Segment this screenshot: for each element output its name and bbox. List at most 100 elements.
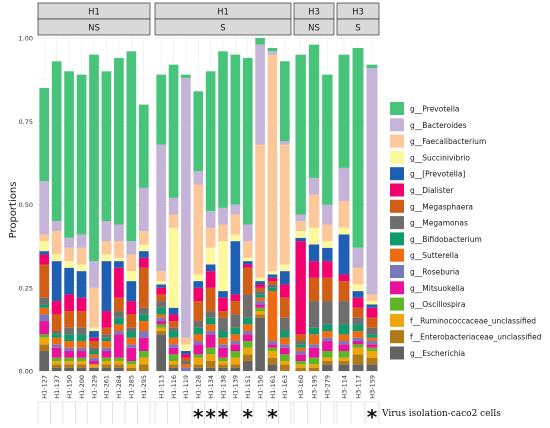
- bar-segment-h1-127-g-megasphaera: [39, 264, 50, 298]
- legend-swatch-f-ruminococcaceae-unclassified: [390, 313, 404, 327]
- bar-segment-h1-150-g-sutterella: [64, 341, 74, 348]
- bar-segment-h1-116-g-bifidobacterium: [168, 331, 179, 338]
- bar-segment-h1-138-g-succinivibrio: [218, 241, 228, 292]
- bar-segment-h1-161-g-megamonas: [267, 284, 278, 288]
- bar-segment-h1-138-g-roseburia: [218, 344, 228, 348]
- bar-segment-h1-295-g-dialister: [138, 257, 149, 268]
- bar-segment-h1-261-g-succinivibrio: [101, 254, 112, 262]
- bar-segment-h1-128-g-megasphaera: [193, 301, 204, 322]
- bar-segment-h1-295-g-mitsuokella: [138, 337, 149, 352]
- bar-segment-h1-150-g-roseburia: [64, 347, 74, 352]
- bar-segment-h1-163-g-mitsuokella: [279, 347, 290, 355]
- bar-segment-h3-160-g-megamonas: [295, 341, 306, 345]
- bar-segment-h1-229-g-megamonas: [89, 347, 99, 352]
- legend-swatch-g-faecalibacterium: [390, 134, 404, 148]
- bar-segment-h1-261-g-dialister: [101, 311, 112, 328]
- bar-segment-h1-151-g-sutterella: [242, 324, 253, 332]
- bar-segment-h3-159-g-oscillospira: [366, 347, 378, 352]
- bar-segment-h1-229-g-sutterella: [89, 354, 99, 358]
- bar-segment-h3-117-f-enterobacteriaceae-unclassified: [352, 354, 364, 365]
- bar-segment-h3-195-f-enterobacteriaceae-unclassified: [308, 367, 320, 371]
- bar-segment-h1-229-g-escherichia: [89, 367, 99, 371]
- bar-segment-h1-134-g-prevotella: [205, 71, 216, 212]
- bar-segment-h1-134-g-succinivibrio: [205, 247, 216, 265]
- bar-segment-h3-279-g-megasphaera: [322, 277, 333, 302]
- bar-segment-h1-285-g-megasphaera: [126, 314, 137, 328]
- bar-segment-h1-128-g-dialister: [193, 287, 204, 302]
- bar-segment-h1-150-g-megasphaera: [64, 311, 74, 328]
- bar-segment-h1-113-g-roseburia: [156, 317, 167, 322]
- bar-segment-h3-159-g-faecalibacterium: [366, 294, 378, 302]
- bar-segment-h1-151-g-succinivibrio: [242, 257, 253, 262]
- bar-segment-h1-116-g-roseburia: [168, 344, 179, 348]
- bar-segment-h1-127-g-sutterella: [39, 307, 50, 315]
- bar-segment-h3-117-g-dialister: [352, 297, 364, 308]
- bar-segment-h1-138-g-mitsuokella: [218, 347, 228, 358]
- x-tick-label: H1-261: [103, 375, 111, 399]
- bar-segment-h1-137-g-megamonas: [51, 331, 62, 335]
- bar-segment-h1-151-g-megamonas: [242, 294, 253, 318]
- bar-segment-h3-114-g-prevotella: [338, 234, 350, 275]
- bar-segment-h1-151-g-roseburia: [242, 331, 253, 335]
- bar-segment-h1-285-g-succinivibrio: [126, 271, 137, 282]
- bar-segment-h1-150-g-bifidobacterium: [64, 334, 74, 342]
- bar-segment-h1-163-g-megasphaera: [279, 297, 290, 318]
- bar-segment-h1-113-g-megamonas: [156, 301, 167, 308]
- bar-segment-h1-161-g-mitsuokella: [267, 344, 278, 348]
- bar-segment-h1-284-g-succinivibrio: [114, 257, 124, 262]
- bar-segment-h1-113-g-megasphaera: [156, 294, 167, 302]
- axes: 0.00 0.25 0.50 0.75 1.00 H1-127 H1-137 H1-150 H1…: [19, 35, 377, 399]
- bar-segment-h1-113-g-prevotella: [156, 74, 167, 145]
- bar-segment-h1-161-g-dialister: [267, 277, 278, 282]
- bar-segment-h1-137-f-ruminococcaceae-unclassified: [51, 361, 62, 365]
- virus-isolation-marker: *: [205, 405, 216, 428]
- bar-segment-h3-160-g-prevotella: [295, 54, 306, 215]
- bar-segment-h1-261-g-roseburia: [101, 347, 112, 352]
- bar-segment-h1-134-g-bacteroides: [205, 211, 216, 228]
- bar-segment-h3-114-g-bifidobacterium: [338, 324, 350, 335]
- bar-segment-h1-200-g-prevotella: [76, 271, 87, 298]
- legend-label-g-faecalibacterium: g__Faecalibacterium: [410, 137, 486, 146]
- bar-segment-h1-134-g-dialister: [205, 271, 216, 288]
- bar-segment-h3-195-g-prevotella: [308, 244, 320, 262]
- bar-segment-h3-117-g-faecalibacterium: [352, 267, 364, 285]
- bar-segment-h1-127-g-megamonas: [39, 297, 50, 305]
- bar-segment-h1-163-g-prevotella: [279, 271, 290, 285]
- bar-segment-h1-113-g-dialister: [156, 287, 167, 295]
- bar-segment-h3-114-g-bacteroides: [338, 167, 350, 202]
- bar-segment-h3-195-g-megamonas: [308, 301, 320, 328]
- bar-segment-h1-295-g-megasphaera: [138, 267, 149, 308]
- facet-strips: H1 NS H1 S H3 NS H3 S: [37, 2, 380, 36]
- bar-segment-h1-119-g-megamonas: [181, 361, 191, 365]
- bar-segment-h1-161-g-prevotella: [267, 274, 278, 278]
- bar-segment-h1-284-g-prevotella: [114, 261, 124, 268]
- bar-segment-h1-128-g-bacteroides: [193, 171, 204, 185]
- bar-segment-h1-261-f-ruminococcaceae-unclassified: [101, 361, 112, 365]
- x-tick-label: H1-137: [53, 375, 61, 399]
- bar-segment-h1-156-g-escherichia: [255, 317, 265, 371]
- bar-segment-h3-160-g-succinivibrio: [295, 231, 306, 238]
- bar-segment-h1-134-g-escherichia: [205, 367, 216, 371]
- bar-segment-h3-117-g-prevotella: [352, 291, 364, 298]
- x-tick-label: H1-128: [195, 375, 203, 399]
- bar-segment-h1-285-g-prevotella: [126, 281, 137, 302]
- bar-segment-h1-163-g-megamonas: [279, 317, 290, 332]
- bar-segment-h1-295-g-prevotella: [138, 104, 149, 188]
- bar-segment-h1-156-f-enterobacteriaceae-unclassified: [255, 314, 265, 318]
- bar-segment-h3-114-g-faecalibacterium: [338, 201, 350, 228]
- bar-segment-h1-161-f-ruminococcaceae-unclassified: [267, 351, 278, 358]
- bar-segment-h3-160-g-sutterella: [295, 347, 306, 352]
- bar-segment-h3-279-g-dialister: [322, 261, 333, 278]
- bar-segment-h1-163-g-prevotella: [279, 61, 290, 142]
- bar-segment-h1-116-f-ruminococcaceae-unclassified: [168, 361, 179, 365]
- bar-segment-h1-156-g-prevotella: [255, 38, 265, 45]
- bar-segment-h1-116-g-megamonas: [168, 327, 179, 332]
- bar-segment-h1-116-g-prevotella: [168, 307, 179, 315]
- bar-segment-h1-284-g-megasphaera: [114, 297, 124, 312]
- bar-segment-h1-229-g-roseburia: [89, 357, 99, 362]
- x-tick-label: H3-279: [324, 375, 332, 399]
- bar-segment-h3-117-g-roseburia: [352, 337, 364, 342]
- legend-label-g-megasphaera: g__Megasphaera: [410, 202, 473, 211]
- facet-label-top: H3: [352, 8, 364, 18]
- bar-segment-h1-285-g-mitsuokella: [126, 347, 137, 362]
